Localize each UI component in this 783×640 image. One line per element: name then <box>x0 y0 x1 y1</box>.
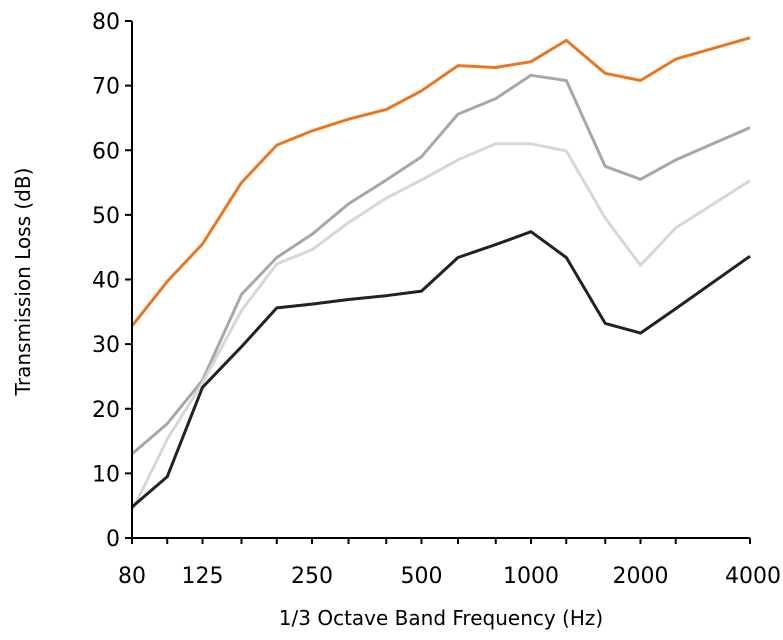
y-tick-label: 40 <box>92 269 120 294</box>
x-tick-label: 4000 <box>725 564 781 589</box>
y-tick-label: 0 <box>106 527 120 552</box>
y-tick-label: 50 <box>92 204 120 229</box>
y-tick-label: 60 <box>92 139 120 164</box>
y-tick-label: 10 <box>92 462 120 487</box>
series-line-2 <box>131 73 751 456</box>
series-line-4 <box>131 230 751 509</box>
x-tick-label: 250 <box>291 564 333 589</box>
series-line-3 <box>130 142 751 512</box>
x-tick-label: 500 <box>401 564 443 589</box>
y-axis-title: Transmission Loss (dB) <box>11 168 35 397</box>
y-tick-label: 20 <box>92 398 120 423</box>
x-tick-label: 1000 <box>503 564 559 589</box>
series-line-1 <box>130 36 751 327</box>
y-tick-label: 30 <box>92 333 120 358</box>
y-tick-label: 70 <box>92 75 120 100</box>
x-axis-title: 1/3 Octave Band Frequency (Hz) <box>279 606 603 630</box>
x-tick-label: 2000 <box>613 564 669 589</box>
x-tick-label: 80 <box>118 564 146 589</box>
axes-layer <box>131 21 750 539</box>
y-tick-label: 80 <box>92 10 120 35</box>
series-layer <box>130 36 751 512</box>
x-tick-label: 125 <box>182 564 224 589</box>
ticks-layer: 0 10 20 30 40 50 60 70 80 80 125 250 500 1000 2000 4000 <box>92 10 781 589</box>
